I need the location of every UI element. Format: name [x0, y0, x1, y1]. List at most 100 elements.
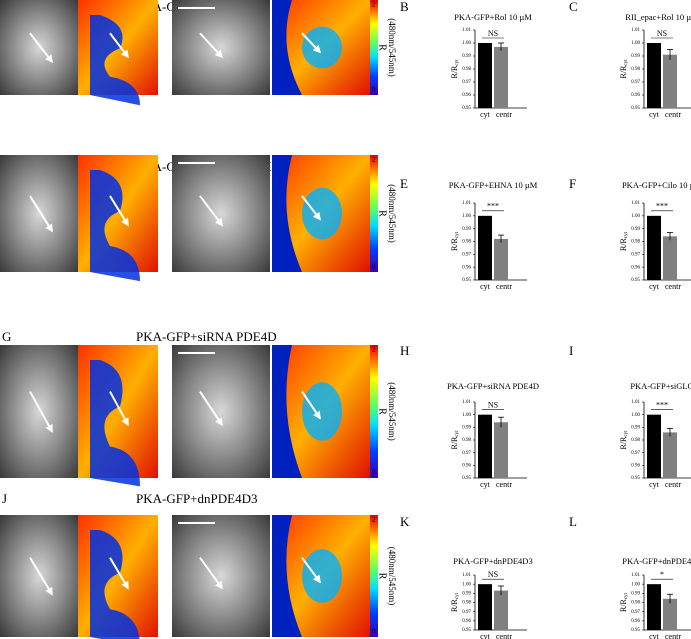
y-axis-label-main: R/R — [450, 598, 459, 612]
y-tick-label: 0.96 — [631, 93, 640, 98]
bar — [478, 414, 492, 478]
chart-title: RII_epac+Rol 10 µM — [625, 12, 691, 22]
x-tick-label: cyt — [649, 282, 660, 291]
y-axis-label: R/Rcyt — [619, 231, 629, 251]
y-tick-label: 1.01 — [631, 400, 640, 405]
chart-title: PKA-GFP+EHNA 10 µM — [449, 180, 538, 190]
arrow — [199, 195, 223, 227]
x-tick-label: cyt — [480, 632, 491, 639]
ratio-map-region — [272, 515, 302, 637]
color-bar-label: R — [377, 210, 388, 217]
y-axis-label: R/Rcyt — [450, 592, 460, 612]
significance: *** — [656, 202, 668, 211]
panel-letter: K — [400, 514, 410, 529]
y-tick-label: 0.97 — [462, 80, 471, 85]
panel-letter: C — [569, 0, 578, 14]
x-tick-label: centr — [665, 480, 681, 489]
y-axis-label-main: R/R — [619, 65, 628, 79]
chart-title: PKA-GFP+siRNA PDE4D — [447, 381, 539, 391]
panel-letter: L — [569, 514, 577, 529]
y-tick-label: 0.95 — [462, 278, 471, 283]
micrograph — [172, 345, 270, 478]
y-axis-label-sub: cyt — [455, 430, 460, 437]
significance: NS — [488, 400, 498, 409]
y-tick-label: 1.01 — [462, 201, 471, 206]
y-tick-label: 0.96 — [631, 463, 640, 468]
x-tick-label: centr — [496, 632, 512, 639]
ratio-map-region — [302, 549, 342, 603]
panel-letter: J — [2, 491, 7, 506]
y-tick-label: 0.96 — [462, 93, 471, 98]
arrow — [29, 391, 53, 433]
color-bar-min: 0 — [372, 86, 376, 94]
ratio-map-region — [302, 187, 342, 240]
panel-letter: H — [400, 343, 409, 358]
x-tick-label: cyt — [480, 110, 491, 119]
color-bar-unit: (480nm/545nm) — [387, 382, 397, 441]
arrow — [199, 32, 224, 59]
panel-letter: F — [569, 176, 576, 191]
chart-title: PKA-GFP+Rol 10 µM — [454, 12, 532, 22]
y-axis-label-sub: cyt — [624, 592, 629, 599]
x-tick-label: cyt — [649, 632, 660, 639]
ratio-map-region — [90, 360, 140, 487]
y-tick-label: 0.96 — [462, 463, 471, 468]
bar — [494, 46, 508, 108]
y-tick-label: 0.95 — [631, 278, 640, 283]
y-tick-label: 0.98 — [631, 438, 640, 443]
y-axis-label-sub: cyt — [624, 59, 629, 66]
y-tick-label: 0.97 — [462, 451, 471, 456]
y-tick-label: 1.00 — [462, 214, 471, 219]
y-tick-label: 0.97 — [631, 252, 640, 257]
arrow — [29, 557, 53, 596]
arrow — [199, 557, 223, 590]
row-title: PKA-GFP+siRNA PDE4D — [136, 329, 277, 344]
ratio-map-region — [302, 26, 342, 69]
y-tick-label: 0.99 — [462, 227, 471, 232]
y-tick-label: 0.99 — [631, 591, 640, 596]
y-tick-label: 0.97 — [462, 252, 471, 257]
micrograph — [0, 345, 78, 478]
arrow — [109, 391, 129, 427]
ratio-map-region — [90, 170, 140, 282]
ratio-map-region — [90, 15, 140, 106]
y-tick-label: 0.96 — [462, 265, 471, 270]
y-tick-label: 0.95 — [462, 628, 471, 633]
y-tick-label: 0.95 — [631, 476, 640, 481]
x-tick-label: centr — [665, 110, 681, 119]
micrograph — [0, 515, 78, 637]
y-axis-label-main: R/R — [619, 436, 628, 450]
bar — [478, 43, 492, 108]
y-tick-label: 1.00 — [462, 41, 471, 46]
y-tick-label: 0.99 — [462, 591, 471, 596]
color-bar-label: R — [377, 573, 388, 580]
y-tick-label: 1.01 — [462, 28, 471, 33]
x-tick-label: centr — [665, 282, 681, 291]
y-tick-label: 0.97 — [631, 451, 640, 456]
bar — [647, 414, 661, 478]
color-bar-unit: (480nm/545nm) — [387, 18, 397, 77]
significance: * — [660, 570, 664, 579]
row-title: PKA-GFP+dnPDE4D3 — [136, 491, 257, 506]
y-tick-label: 0.97 — [631, 610, 640, 615]
y-axis-label-sub: cyt — [624, 231, 629, 238]
y-tick-label: 0.95 — [462, 476, 471, 481]
y-tick-label: 0.96 — [631, 619, 640, 624]
y-tick-label: 0.98 — [462, 438, 471, 443]
x-tick-label: centr — [496, 282, 512, 291]
significance: NS — [657, 29, 667, 38]
color-bar-label: R — [377, 408, 388, 415]
y-tick-label: 0.97 — [462, 610, 471, 615]
y-axis-label: R/Rcyt — [450, 430, 460, 450]
panel-letter: I — [569, 343, 573, 358]
y-tick-label: 0.96 — [462, 619, 471, 624]
y-tick-label: 1.00 — [631, 214, 640, 219]
y-tick-label: 0.99 — [462, 425, 471, 430]
y-axis-label-sub: cyt — [455, 231, 460, 238]
x-tick-label: cyt — [649, 480, 660, 489]
ratio-map-region — [90, 530, 140, 639]
y-tick-label: 1.00 — [462, 582, 471, 587]
y-axis-label-main: R/R — [450, 65, 459, 79]
y-tick-label: 0.97 — [631, 80, 640, 85]
